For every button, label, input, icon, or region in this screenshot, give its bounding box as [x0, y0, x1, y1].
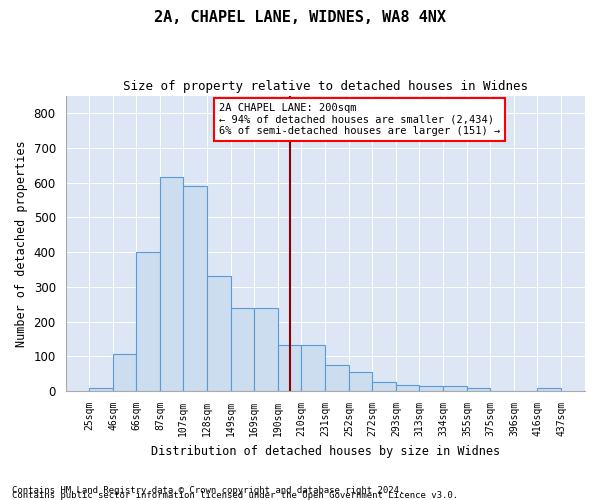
Text: 2A CHAPEL LANE: 200sqm
← 94% of detached houses are smaller (2,434)
6% of semi-d: 2A CHAPEL LANE: 200sqm ← 94% of detached…	[219, 103, 500, 136]
Bar	[278, 344, 301, 391]
Bar	[397, 385, 419, 391]
Y-axis label: Number of detached properties: Number of detached properties	[15, 140, 28, 346]
Bar	[301, 344, 325, 391]
Bar	[160, 177, 183, 391]
Text: Contains HM Land Registry data © Crown copyright and database right 2024.: Contains HM Land Registry data © Crown c…	[12, 486, 404, 495]
Bar	[136, 252, 160, 391]
Bar	[89, 388, 113, 391]
Bar	[113, 354, 136, 391]
Bar	[467, 388, 490, 391]
Bar	[207, 276, 231, 391]
Bar	[254, 308, 278, 391]
Title: Size of property relative to detached houses in Widnes: Size of property relative to detached ho…	[123, 80, 528, 93]
Bar	[183, 186, 207, 391]
Bar	[349, 372, 372, 391]
Text: Contains public sector information licensed under the Open Government Licence v3: Contains public sector information licen…	[12, 491, 458, 500]
X-axis label: Distribution of detached houses by size in Widnes: Distribution of detached houses by size …	[151, 444, 500, 458]
Bar	[231, 308, 254, 391]
Bar	[372, 382, 397, 391]
Text: 2A, CHAPEL LANE, WIDNES, WA8 4NX: 2A, CHAPEL LANE, WIDNES, WA8 4NX	[154, 10, 446, 25]
Bar	[538, 388, 562, 391]
Bar	[443, 386, 467, 391]
Bar	[325, 365, 349, 391]
Bar	[419, 386, 443, 391]
